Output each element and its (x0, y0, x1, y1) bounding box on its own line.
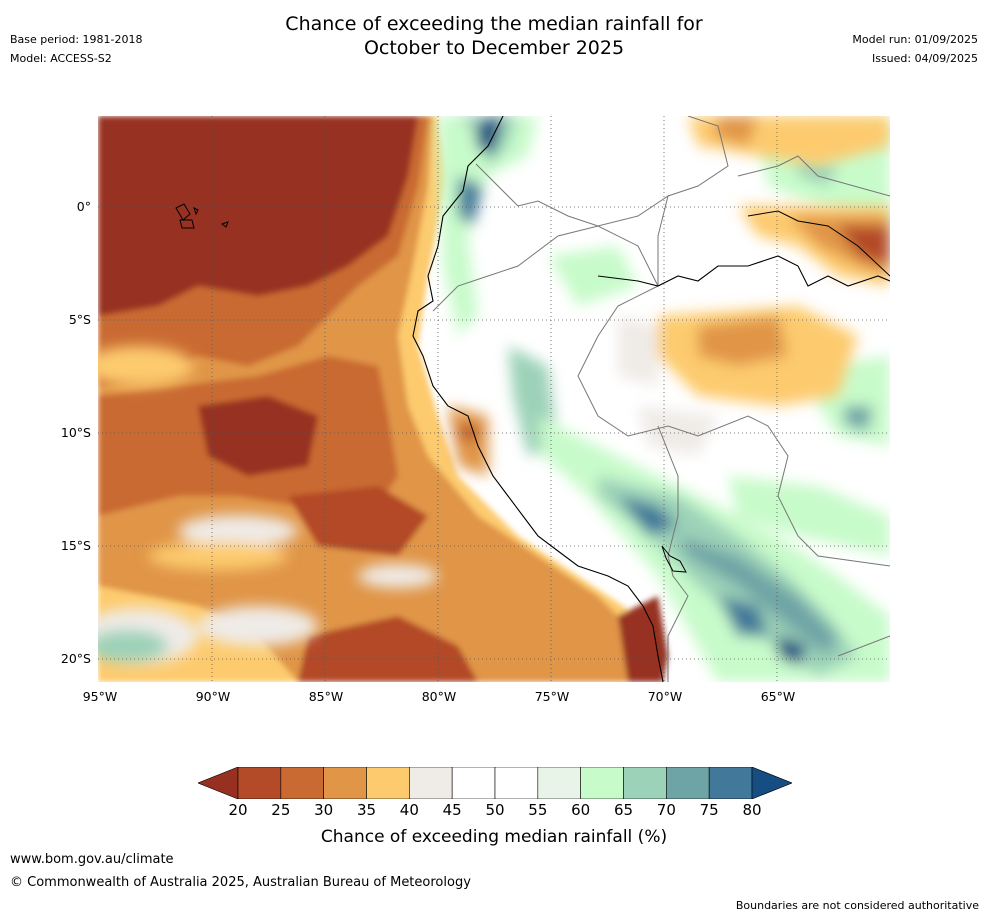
colorbar-tick-label: 75 (699, 801, 719, 819)
colorbar-tick-label: 50 (485, 801, 505, 819)
river-north (747, 210, 891, 277)
issued-text: Issued: 04/09/2025 (871, 52, 978, 65)
model-text: Model: ACCESS-S2 (10, 52, 112, 65)
colorbar-segment (623, 766, 667, 800)
colorbar-segment (708, 766, 753, 800)
lat-label-20s: 20°S (60, 651, 91, 666)
colorbar-arrow-low (197, 766, 239, 800)
colorbar-graphic (197, 766, 793, 800)
lon-label-65w: 65°W (760, 689, 796, 704)
lon-label-80w: 80°W (421, 689, 457, 704)
lon-label-70w: 70°W (647, 689, 683, 704)
colorbar-label: Chance of exceeding median rainfall (%) (320, 827, 668, 847)
colorbar-tick-label: 55 (528, 801, 548, 819)
galapagos-islands (175, 203, 229, 229)
lon-label-90w: 90°W (195, 689, 231, 704)
lon-label-75w: 75°W (534, 689, 570, 704)
map-title: Chance of exceeding the median rainfall … (0, 12, 988, 60)
colorbar-ticks: 20 25 30 35 40 45 50 55 60 65 70 75 80 (0, 801, 988, 821)
map-gridlines (98, 116, 890, 682)
model-run-text: Model run: 01/09/2025 (852, 33, 978, 46)
colorbar-segment (237, 766, 282, 800)
colorbar-tick-label: 70 (656, 801, 676, 819)
colorbar-segment (451, 766, 496, 800)
colorbar-arrow-high (751, 766, 793, 800)
colorbar-tick-label: 60 (571, 801, 591, 819)
amazon-river (597, 255, 891, 287)
title-line-2: October to December 2025 (363, 37, 625, 59)
colorbar-tick-label: 65 (613, 801, 634, 819)
colorbar (197, 766, 793, 800)
lon-label-85w: 85°W (308, 689, 344, 704)
lat-label-10s: 10°S (60, 425, 91, 440)
colorbar-segment (280, 766, 324, 800)
colorbar-tick-label: 25 (271, 801, 291, 819)
colorbar-segment (537, 766, 581, 800)
colorbar-tick-label: 40 (399, 801, 419, 819)
colorbar-tick-label: 80 (742, 801, 762, 819)
land-wet-anomaly (438, 116, 890, 682)
lat-label-0: 0° (76, 199, 91, 214)
colorbar-tick-label: 20 (228, 801, 248, 819)
colorbar-segment (323, 766, 367, 800)
ocean-light-patches (78, 346, 438, 664)
footer-disclaimer: Boundaries are not considered authoritat… (735, 899, 979, 912)
footer-copyright: © Commonwealth of Australia 2025, Austra… (10, 875, 471, 890)
colorbar-segment (494, 766, 539, 800)
lake-titicaca (661, 545, 687, 573)
rainfall-map-canvas (78, 115, 891, 683)
colorbar-tick-label: 35 (356, 801, 377, 819)
lon-label-95w: 95°W (82, 689, 118, 704)
title-line-1: Chance of exceeding the median rainfall … (285, 13, 703, 35)
lat-label-15s: 15°S (60, 538, 91, 553)
footer-url: www.bom.gov.au/climate (10, 852, 174, 867)
lat-label-5s: 5°S (68, 312, 91, 327)
rainfall-map (78, 115, 891, 683)
colorbar-tick-label: 45 (442, 801, 462, 819)
colorbar-segment (580, 766, 624, 800)
colorbar-tick-label: 30 (314, 801, 334, 819)
coastline (412, 115, 664, 683)
base-period-text: Base period: 1981-2018 (10, 33, 143, 46)
colorbar-segment (366, 766, 410, 800)
colorbar-segment (409, 766, 453, 800)
land-dry-anomaly (448, 116, 890, 476)
colorbar-segment (666, 766, 710, 800)
